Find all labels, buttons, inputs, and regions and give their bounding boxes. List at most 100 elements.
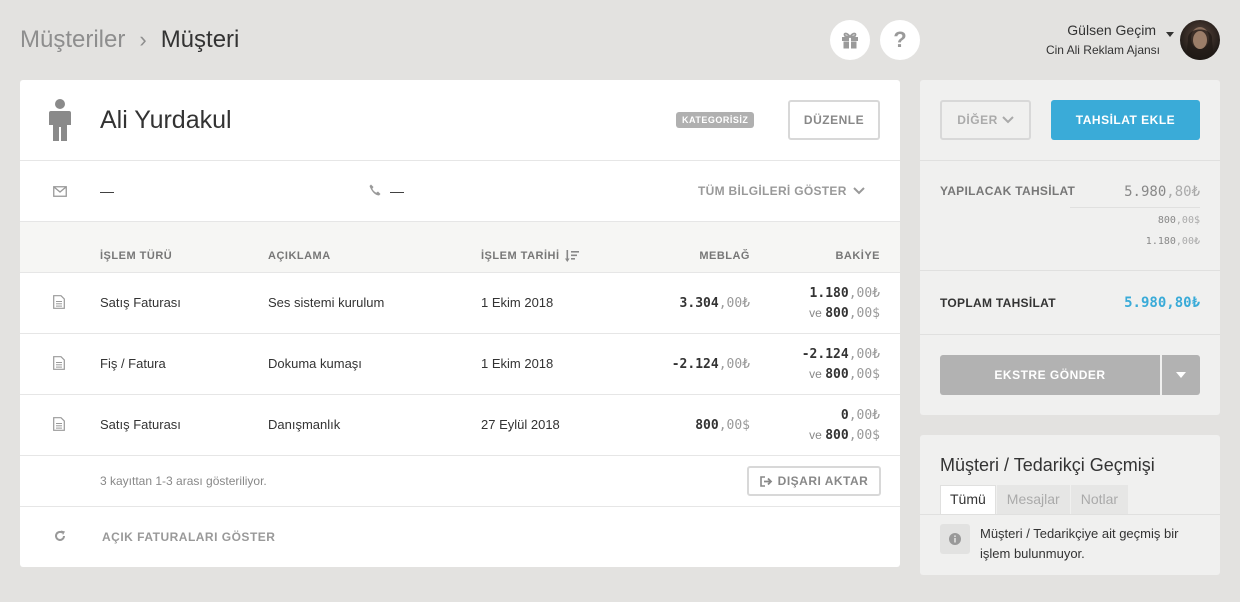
column-header-type[interactable]: İŞLEM TÜRÜ [100, 250, 173, 262]
document-icon [53, 356, 65, 370]
history-title: Müşteri / Tedarikçi Geçmişi [940, 455, 1155, 475]
collection-panel: DİĞER TAHSİLAT EKLE YAPILACAK TAHSİLAT 5… [920, 80, 1220, 415]
row-balance-usd-dec: ,00$ [848, 306, 880, 321]
row-balance-tl: -2.124,00₺ [802, 347, 880, 362]
row-balance-usd-int: 800 [825, 306, 849, 321]
sub-usd-dec: ,00$ [1175, 215, 1200, 226]
history-empty-message: Müşteri / Tedarikçiye ait geçmiş bir işl… [980, 526, 1179, 561]
contact-row: — — TÜM BİLGİLERİ GÖSTER [20, 161, 900, 222]
table-row[interactable]: Fiş / Fatura Dokuma kumaşı 1 Ekim 2018 -… [20, 334, 900, 395]
row-balance-tl-dec: ,00₺ [848, 286, 880, 301]
user-name[interactable]: Gülsen Geçim [1067, 22, 1156, 38]
other-dropdown-button[interactable]: DİĞER [940, 100, 1031, 140]
row-balance-tl: 0,00₺ [841, 408, 880, 423]
row-amount-int: 3.304 [679, 296, 719, 311]
table-header: İŞLEM TÜRÜ AÇIKLAMA İŞLEM TARİHİ MEBLAĞ … [20, 222, 900, 273]
row-balance-and: ve [809, 306, 822, 320]
add-collection-button[interactable]: TAHSİLAT EKLE [1051, 100, 1200, 140]
row-balance-usd-dec: ,00$ [848, 367, 880, 382]
refresh-icon [55, 530, 65, 541]
row-balance-usd-int: 800 [825, 428, 849, 443]
table-footer: 3 kayıttan 1-3 arası gösteriliyor. DIŞAR… [20, 456, 900, 507]
export-label: DIŞARI AKTAR [777, 474, 869, 488]
tab-notes[interactable]: Notlar [1070, 485, 1129, 514]
phone-value: — [390, 183, 404, 199]
row-balance-usd-dec: ,00$ [848, 428, 880, 443]
export-icon [759, 475, 772, 487]
divider [1070, 207, 1200, 208]
avatar-image [1186, 27, 1214, 60]
page-title: Müşteri [160, 26, 240, 53]
column-header-balance[interactable]: BAKİYE [835, 250, 880, 262]
customer-header: Ali Yurdakul KATEGORİSİZ DÜZENLE [20, 80, 900, 161]
chevron-down-icon [1002, 116, 1014, 124]
other-label: DİĞER [957, 113, 998, 127]
column-header-date-label: İŞLEM TARİHİ [481, 250, 560, 262]
to-collect-label: YAPILACAK TAHSİLAT [940, 184, 1076, 198]
document-icon [53, 295, 65, 309]
divider [920, 270, 1220, 271]
show-all-info-button[interactable]: TÜM BİLGİLERİ GÖSTER [698, 184, 865, 198]
customer-card: Ali Yurdakul KATEGORİSİZ DÜZENLE — — TÜM… [20, 80, 900, 567]
row-balance-and: ve [809, 367, 822, 381]
row-date: 1 Ekim 2018 [481, 356, 554, 371]
row-description: Dokuma kumaşı [268, 356, 362, 371]
row-amount: 3.304,00₺ [680, 296, 750, 311]
to-collect-dec: ,80₺ [1166, 184, 1200, 200]
breadcrumb-root-link[interactable]: Müşteriler [20, 26, 126, 53]
document-icon [53, 417, 65, 431]
total-collection-label: TOPLAM TAHSİLAT [940, 296, 1056, 310]
row-amount: 800,00$ [695, 418, 750, 433]
row-balance-usd: ve 800,00$ [809, 428, 880, 443]
row-amount: -2.124,00₺ [672, 357, 750, 372]
send-statement-button[interactable]: EKSTRE GÖNDER [940, 355, 1160, 395]
history-panel: Müşteri / Tedarikçi Geçmişi Tümü Mesajla… [920, 435, 1220, 575]
email-value: — [100, 183, 114, 199]
row-balance-tl-dec: ,00₺ [848, 408, 880, 423]
help-icon: ? [893, 27, 907, 52]
row-balance-and: ve [809, 428, 822, 442]
row-balance-usd: ve 800,00$ [809, 367, 880, 382]
divider [920, 160, 1220, 161]
gift-icon [842, 32, 858, 49]
sort-desc-icon [564, 250, 579, 262]
avatar[interactable] [1180, 20, 1220, 60]
divider [920, 334, 1220, 335]
total-dec: ,80₺ [1166, 295, 1200, 311]
open-invoices-button[interactable]: AÇIK FATURALARI GÖSTER [20, 507, 900, 567]
column-header-description[interactable]: AÇIKLAMA [268, 250, 331, 262]
breadcrumb-separator: › [139, 27, 147, 52]
user-company: Cin Ali Reklam Ajansı [1045, 43, 1160, 57]
edit-button[interactable]: DÜZENLE [788, 100, 880, 140]
chevron-down-icon [852, 187, 865, 195]
to-collect-value: 5.980,80₺ [1124, 184, 1200, 200]
row-type: Satış Faturası [100, 295, 181, 310]
row-balance-tl-int: 0 [840, 408, 849, 423]
total-collection-value: 5.980,80₺ [1124, 295, 1200, 311]
user-menu-caret-icon[interactable] [1166, 32, 1174, 37]
table-row[interactable]: Satış Faturası Ses sistemi kurulum 1 Eki… [20, 273, 900, 334]
row-balance-usd-int: 800 [825, 367, 849, 382]
row-balance-tl-int: -2.124 [801, 347, 849, 362]
row-balance-tl-int: 1.180 [809, 286, 849, 301]
breadcrumb: Müşteriler › Müşteri [20, 26, 239, 54]
person-icon [49, 99, 71, 141]
customer-name: Ali Yurdakul [100, 106, 232, 134]
export-button[interactable]: DIŞARI AKTAR [747, 466, 881, 496]
tab-all[interactable]: Tümü [940, 485, 996, 514]
to-collect-sub-tl: 1.180,00₺ [1146, 236, 1200, 247]
gift-button[interactable] [830, 20, 870, 60]
row-date: 27 Eylül 2018 [481, 417, 560, 432]
caret-down-icon [1176, 372, 1186, 378]
send-statement-options-button[interactable] [1162, 355, 1200, 395]
column-header-date[interactable]: İŞLEM TARİHİ [481, 250, 579, 262]
records-info: 3 kayıttan 1-3 arası gösteriliyor. [100, 474, 267, 488]
row-amount-int: -2.124 [671, 357, 719, 372]
divider [920, 514, 1220, 515]
column-header-amount[interactable]: MEBLAĞ [699, 250, 750, 262]
to-collect-sub-usd: 800,00$ [1158, 215, 1200, 226]
tab-messages[interactable]: Mesajlar [996, 485, 1070, 514]
help-button[interactable]: ? [880, 20, 920, 60]
table-row[interactable]: Satış Faturası Danışmanlık 27 Eylül 2018… [20, 395, 900, 456]
open-invoices-label: AÇIK FATURALARI GÖSTER [102, 530, 276, 544]
